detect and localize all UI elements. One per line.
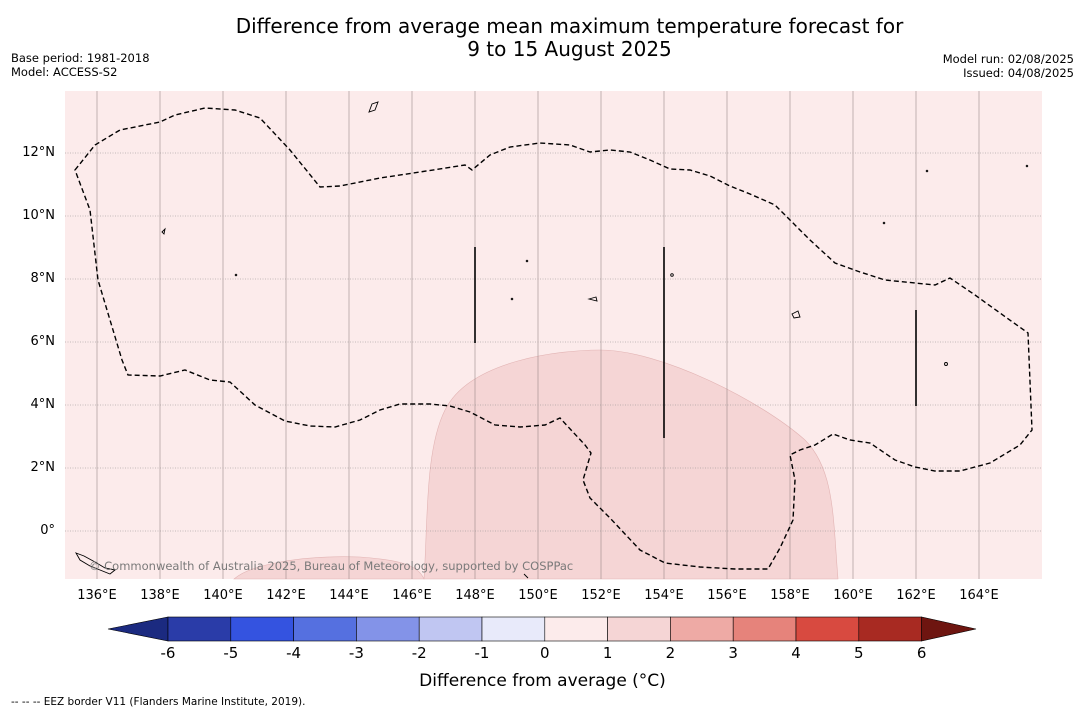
colorbar-segment (795, 616, 860, 642)
colorbar-extension-high (921, 616, 977, 642)
colorbar-tick-label: 4 (791, 644, 801, 662)
islands (74, 101, 1029, 579)
colorbar-tick-label: -1 (474, 644, 490, 662)
colorbar-tick-label: 5 (854, 644, 864, 662)
colorbar-tick-label: 2 (665, 644, 676, 662)
lon-label: 154°E (644, 588, 684, 603)
colorbar-title: Difference from average (°C) (419, 671, 666, 691)
colorbar-segment (732, 616, 797, 642)
colorbar-tick-label: 6 (916, 644, 927, 662)
colorbar-segment (230, 616, 294, 642)
colorbar-tick-label: -6 (160, 644, 176, 662)
lon-label: 142°E (266, 588, 306, 603)
issued-date: Issued: 04/08/2025 (963, 66, 1074, 80)
lon-label: 146°E (392, 588, 432, 603)
colorbar-tick-label: -3 (348, 644, 364, 662)
map-title-line-1: Difference from average mean maximum tem… (235, 14, 904, 38)
colorbar-segment (607, 616, 671, 642)
lat-label: 12°N (22, 145, 55, 160)
lat-label: 6°N (30, 334, 56, 349)
colorbar (107, 616, 977, 642)
colorbar-segment (670, 616, 734, 642)
lon-label: 148°E (455, 588, 495, 603)
lon-label: 144°E (329, 588, 369, 603)
colorbar-tick-label: 1 (602, 644, 613, 662)
lat-label: 4°N (30, 397, 56, 412)
model-run-date: Model run: 02/08/2025 (942, 52, 1074, 66)
lon-label: 156°E (707, 588, 747, 603)
colorbar-segment (356, 616, 420, 642)
colorbar-tick-label: 3 (728, 644, 738, 662)
lat-label: 8°N (30, 271, 56, 286)
lon-label: 140°E (203, 588, 243, 603)
lon-label: 136°E (77, 588, 117, 603)
colorbar-tick-label: 0 (540, 644, 550, 662)
lon-label: 150°E (518, 588, 558, 603)
colorbar-segment (293, 616, 357, 642)
eez-legend-note: -- -- -- EEZ border V11 (Flanders Marine… (11, 696, 306, 708)
lat-label: 10°N (22, 208, 55, 223)
colorbar-segment (544, 616, 608, 642)
eez-boundary (74, 107, 1033, 570)
map-title-line-2: 9 to 15 August 2025 (467, 37, 672, 61)
colorbar-segment (481, 616, 546, 642)
lon-label: 162°E (896, 588, 936, 603)
colorbar-segment (167, 616, 232, 642)
lon-label: 152°E (581, 588, 621, 603)
colorbar-tick-label: -4 (286, 644, 302, 662)
lon-label: 138°E (140, 588, 180, 603)
gridlines (65, 152, 1042, 532)
lon-label: 160°E (833, 588, 873, 603)
colorbar-segment (858, 616, 922, 642)
colorbar-tick-label: -5 (223, 644, 239, 662)
lon-label: 164°E (959, 588, 999, 603)
base-period: Base period: 1981-2018 (11, 51, 150, 65)
lat-label: 2°N (30, 460, 56, 475)
model-name: Model: ACCESS-S2 (11, 65, 118, 79)
colorbar-tick-label: -2 (411, 644, 427, 662)
warm-anomaly-region-south (233, 556, 425, 580)
lat-label: 0° (40, 523, 55, 538)
lon-label: 158°E (770, 588, 810, 603)
colorbar-segment (418, 616, 483, 642)
warm-anomaly-region (423, 349, 839, 580)
run-info: Model run: 02/08/2025 Issued: 04/08/2025 (943, 52, 1074, 80)
colorbar-extension-low (107, 616, 169, 642)
copyright-notice: © Commonwealth of Australia 2025, Bureau… (89, 559, 574, 573)
model-info: Base period: 1981-2018 Model: ACCESS-S2 (11, 51, 150, 79)
